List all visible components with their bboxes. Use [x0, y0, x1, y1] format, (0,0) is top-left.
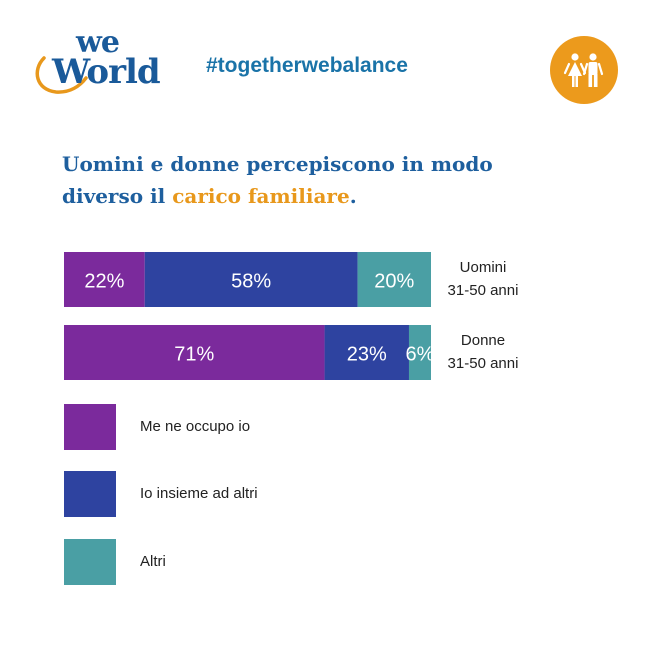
- legend-label: Me ne occupo io: [140, 418, 251, 435]
- bar-segment: [64, 252, 145, 307]
- bar-segment: [408, 325, 431, 380]
- legend-swatch: [64, 539, 116, 585]
- legend-swatch: [64, 471, 116, 517]
- people-badge: [550, 36, 618, 104]
- bar-value-label: 23%: [347, 344, 387, 366]
- category-label: Donne: [461, 332, 505, 349]
- bar-segment: [64, 325, 325, 380]
- bar-value-label: 20%: [374, 271, 414, 293]
- people-icon: [563, 53, 604, 87]
- hashtag: #togetherwebalance: [206, 54, 408, 77]
- bar-segment: [357, 252, 431, 307]
- legend-item: Me ne occupo io: [64, 404, 364, 450]
- bar-value-label: 6%: [406, 344, 435, 366]
- logo-swoosh-icon: [35, 56, 88, 94]
- weworld-logo: we World: [30, 28, 165, 98]
- stacked-bar-chart: 22% 58% 20% Uomini 31-50 anni 71% 23% 6% Donne 31…: [64, 252, 519, 380]
- legend-swatch: [64, 404, 116, 450]
- logo-we: we: [76, 25, 120, 60]
- title-line1: Uomini e donne percepiscono in modo: [62, 152, 493, 176]
- category-label: 31-50 anni: [448, 282, 519, 299]
- bar-value-label: 58%: [231, 271, 271, 293]
- title-line2-suffix: .: [349, 184, 357, 208]
- title-line2-prefix: diverso il: [62, 184, 173, 208]
- category-label: Uomini: [460, 259, 507, 276]
- bar-value-label: 22%: [84, 271, 124, 293]
- category-label: 31-50 anni: [448, 355, 519, 372]
- legend-label: Io insieme ad altri: [140, 485, 258, 502]
- chart-title: Uomini e donne percepiscono in modo dive…: [62, 148, 582, 212]
- bar-value-label: 71%: [174, 344, 214, 366]
- legend-item: Io insieme ad altri: [64, 471, 364, 517]
- bar-segment: [144, 252, 358, 307]
- bar-segment: [324, 325, 409, 380]
- logo-world: World: [52, 52, 161, 92]
- legend-item: Altri: [64, 539, 364, 585]
- title-highlight: carico familiare: [172, 184, 350, 208]
- legend-label: Altri: [140, 553, 166, 570]
